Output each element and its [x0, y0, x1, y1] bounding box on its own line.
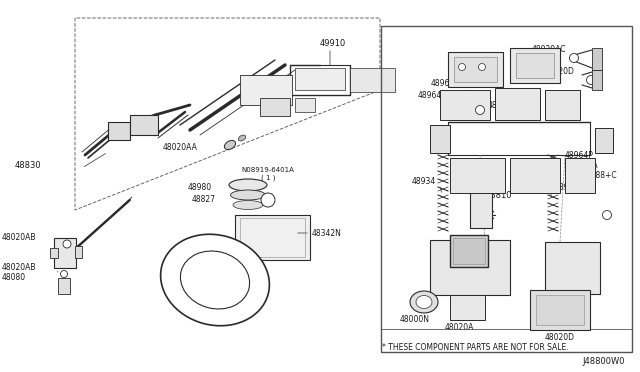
Bar	[450, 158, 505, 193]
Bar	[50, 248, 58, 258]
Ellipse shape	[63, 240, 71, 248]
Bar	[240, 75, 292, 105]
Ellipse shape	[238, 135, 246, 141]
Bar	[450, 235, 488, 267]
Ellipse shape	[416, 295, 432, 308]
Text: 48964PA: 48964PA	[565, 161, 598, 170]
Text: 48020D: 48020D	[545, 334, 575, 343]
Bar	[235, 215, 310, 260]
Bar	[470, 190, 492, 228]
Text: 48020AA: 48020AA	[163, 144, 198, 153]
Bar	[130, 115, 158, 135]
Bar	[448, 52, 503, 87]
Bar	[108, 122, 130, 140]
Bar	[54, 238, 76, 268]
Text: 48020BA: 48020BA	[488, 102, 522, 110]
Bar	[592, 70, 602, 90]
Bar	[260, 98, 290, 116]
Ellipse shape	[570, 54, 579, 62]
Bar	[381, 329, 632, 352]
Bar	[450, 295, 485, 320]
Text: 48020A: 48020A	[445, 323, 474, 331]
Text: 48020AB: 48020AB	[2, 234, 36, 243]
Ellipse shape	[586, 76, 595, 84]
Bar	[350, 68, 395, 92]
Bar	[430, 240, 510, 295]
Text: 48830: 48830	[15, 161, 42, 170]
Text: 48964P: 48964P	[565, 151, 594, 160]
Bar	[381, 26, 632, 352]
Ellipse shape	[479, 64, 486, 71]
Text: 48342N: 48342N	[312, 228, 342, 237]
Ellipse shape	[230, 190, 266, 200]
Text: 48020AC: 48020AC	[532, 45, 566, 55]
Ellipse shape	[602, 211, 611, 219]
Text: 48964P: 48964P	[418, 90, 447, 99]
Text: 48980: 48980	[188, 183, 212, 192]
Text: 48810: 48810	[486, 192, 513, 201]
Text: 48000N: 48000N	[400, 315, 430, 324]
Ellipse shape	[225, 140, 236, 150]
Bar	[240, 218, 305, 257]
Bar	[58, 278, 70, 294]
Text: 48020AB: 48020AB	[2, 263, 36, 272]
Ellipse shape	[476, 106, 484, 115]
Bar	[565, 158, 595, 193]
Bar	[516, 53, 554, 78]
Bar	[545, 90, 580, 120]
Text: 48934: 48934	[412, 177, 436, 186]
Ellipse shape	[458, 64, 465, 71]
Text: 48934: 48934	[555, 183, 579, 192]
Ellipse shape	[229, 179, 267, 191]
Text: 48820D: 48820D	[545, 67, 575, 77]
Bar	[510, 158, 560, 193]
Bar	[495, 88, 540, 120]
Ellipse shape	[61, 270, 67, 278]
Ellipse shape	[410, 291, 438, 313]
Text: 48020B: 48020B	[175, 304, 204, 312]
Ellipse shape	[161, 234, 269, 326]
Text: 48827: 48827	[192, 196, 216, 205]
Text: 48964PB: 48964PB	[431, 80, 465, 89]
Bar	[530, 290, 590, 330]
Bar	[536, 295, 584, 325]
Ellipse shape	[233, 201, 263, 209]
Bar	[295, 68, 345, 90]
Bar	[75, 246, 82, 258]
Ellipse shape	[261, 193, 275, 207]
Text: N08919-6401A: N08919-6401A	[241, 167, 294, 173]
Bar	[295, 98, 315, 112]
Text: J48800W0: J48800W0	[582, 357, 625, 366]
Bar	[595, 128, 613, 153]
Text: 48892: 48892	[448, 260, 474, 269]
Bar	[454, 57, 497, 82]
Text: 49910: 49910	[320, 39, 346, 48]
Bar	[545, 242, 600, 294]
Bar	[430, 125, 450, 153]
Bar	[453, 238, 485, 264]
Text: ( 1 ): ( 1 )	[260, 175, 275, 181]
Bar	[592, 48, 602, 70]
Bar	[510, 48, 560, 83]
Ellipse shape	[180, 251, 250, 309]
Text: 48080: 48080	[2, 273, 26, 282]
Text: 48998: 48998	[536, 315, 560, 324]
Text: * THESE COMPONENT PARTS ARE NOT FOR SALE.: * THESE COMPONENT PARTS ARE NOT FOR SALE…	[382, 343, 568, 353]
Text: 48988+C: 48988+C	[582, 171, 618, 180]
Bar	[440, 90, 490, 120]
Text: N: N	[266, 198, 270, 202]
